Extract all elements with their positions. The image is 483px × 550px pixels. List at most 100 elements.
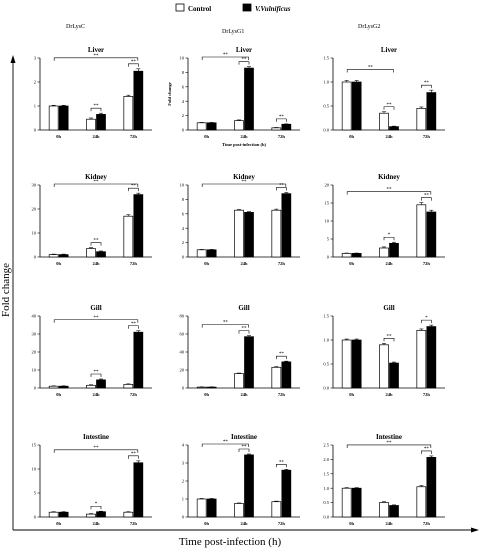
significance-label: ** — [223, 321, 229, 326]
category-label: 0h — [56, 134, 61, 139]
y-tick-label: 10 — [32, 231, 37, 236]
y-tick-label: 0 — [182, 128, 185, 133]
significance-label: ** — [131, 184, 137, 189]
significance-bracket — [276, 187, 287, 191]
panel-y-label: Fold change — [167, 82, 172, 105]
y-tick-label: 0 — [34, 255, 37, 260]
y-tick-label: 6 — [182, 211, 185, 216]
bar-control — [48, 385, 59, 389]
column-label-drlysc: DrLysC — [66, 24, 85, 30]
significance-bracket — [90, 505, 102, 510]
significance-label: ** — [279, 352, 285, 357]
panel-title: Liver — [236, 46, 252, 54]
bar-infected — [244, 336, 254, 389]
y-tick-label: 40 — [180, 350, 185, 355]
significance-label: ** — [242, 180, 248, 185]
category-label: 72h — [130, 392, 138, 397]
y-tick-label: 2.0 — [323, 457, 329, 462]
y-tick-label: 1.0 — [323, 338, 329, 343]
bar-control — [416, 108, 427, 131]
y-tick-label: 2 — [34, 80, 36, 85]
category-label: 24h — [385, 134, 393, 139]
y-tick-label: 2 — [182, 113, 184, 118]
category-label: 24h — [92, 392, 100, 397]
y-tick-label: 1.0 — [323, 80, 329, 85]
bar-infected — [426, 92, 437, 131]
bar-infected — [351, 253, 362, 258]
bar-infected — [244, 212, 254, 258]
chart-panel-intestine-3: Intestine 0.0 0.5 1.0 1.5 2.0 2.5 0h 24h 72h ** ** — [323, 433, 445, 526]
y-tick-label: 0.0 — [323, 386, 329, 391]
significance-bracket — [201, 324, 249, 328]
significance-label: ** — [279, 115, 285, 120]
significance-bracket — [238, 61, 250, 65]
bar-control — [86, 384, 96, 389]
bar-control — [416, 204, 427, 258]
category-label: 24h — [385, 392, 393, 397]
bar-control — [234, 373, 244, 389]
category-label: 72h — [130, 261, 138, 266]
y-tick-label: 1.5 — [323, 314, 329, 319]
panel-title: Gill — [90, 304, 101, 312]
bar-control — [48, 511, 59, 518]
significance-bracket — [128, 63, 139, 67]
significance-label: ** — [94, 316, 100, 321]
y-tick-label: 0 — [182, 386, 185, 391]
y-tick-label: 0.0 — [323, 128, 329, 133]
significance-bracket — [90, 373, 102, 377]
y-tick-label: 30 — [32, 332, 37, 337]
bar-infected — [351, 339, 362, 389]
y-tick-label: 0 — [34, 515, 37, 520]
significance-label: * — [95, 502, 98, 507]
column-label-drlysg1: DrLysG1 — [222, 29, 244, 35]
bar-control — [379, 247, 389, 258]
chart-panel-intestine-2: Intestine 0 1 2 3 4 0h 24h 72h ** ** ** — [182, 433, 300, 526]
outer-y-arrowhead — [10, 55, 16, 63]
category-label: 24h — [92, 134, 100, 139]
panel-title: Kidney — [378, 173, 400, 181]
bar-control — [196, 122, 207, 131]
significance-label: ** — [131, 60, 137, 65]
significance-bracket — [53, 57, 139, 61]
category-label: 0h — [349, 134, 354, 139]
significance-label: ** — [387, 334, 393, 339]
significance-bracket — [53, 319, 139, 323]
bar-control — [341, 487, 352, 518]
category-label: 0h — [349, 521, 354, 526]
category-label: 24h — [385, 521, 393, 526]
bar-infected — [96, 251, 106, 258]
y-tick-label: 5 — [327, 237, 330, 242]
significance-label: ** — [94, 370, 100, 375]
y-tick-label: 2 — [182, 240, 184, 245]
significance-bracket — [276, 355, 287, 360]
significance-label: ** — [279, 184, 285, 189]
category-label: 24h — [240, 134, 248, 139]
y-tick-label: 10 — [325, 219, 330, 224]
bar-infected — [389, 242, 399, 258]
bar-infected — [206, 498, 217, 518]
bar-infected — [133, 331, 144, 389]
bar-infected — [426, 326, 437, 389]
y-tick-label: 10 — [32, 467, 37, 472]
bar-control — [416, 330, 427, 389]
y-tick-label: 1.5 — [323, 56, 329, 61]
outer-x-label: Time post-infection (h) — [179, 536, 282, 548]
category-label: 24h — [240, 261, 248, 266]
y-tick-label: 1 — [34, 104, 36, 109]
bar-infected — [281, 193, 292, 258]
significance-label: ** — [94, 180, 100, 185]
bar-infected — [206, 386, 217, 389]
bar-control — [379, 502, 389, 518]
y-tick-label: 4 — [182, 443, 185, 448]
significance-bracket — [421, 319, 432, 324]
significance-bracket — [201, 443, 249, 447]
category-label: 72h — [423, 134, 431, 139]
significance-bracket — [238, 330, 250, 334]
y-tick-label: 1 — [182, 497, 184, 502]
chart-panel-kidney-1: Kidney 0 10 20 30 0h 24h 72h ** ** ** — [32, 173, 152, 266]
significance-bracket — [128, 455, 139, 459]
y-tick-label: 1.5 — [323, 471, 329, 476]
